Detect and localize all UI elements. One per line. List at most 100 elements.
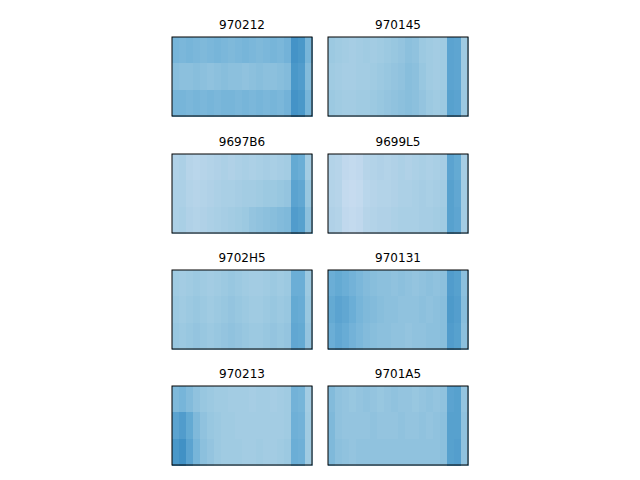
heatmap-cell xyxy=(405,386,413,413)
heatmap-cell xyxy=(461,90,469,117)
heatmap-cell xyxy=(349,180,357,207)
panel-frame xyxy=(172,386,312,465)
heatmap-cell xyxy=(291,296,299,323)
heatmap-cell xyxy=(200,37,208,64)
heatmap-cell xyxy=(384,207,392,234)
heatmap-cell xyxy=(328,386,336,413)
heatmap-cell xyxy=(412,63,420,90)
heatmap-cell xyxy=(186,207,194,234)
heatmap-cell xyxy=(412,154,420,181)
heatmap-cell xyxy=(207,63,215,90)
heatmap-cell xyxy=(412,296,420,323)
heatmap-cell xyxy=(256,386,264,413)
heatmap-cell xyxy=(298,207,306,234)
heatmap-cell xyxy=(242,90,250,117)
heatmap-cell xyxy=(256,180,264,207)
heatmap-cell xyxy=(356,90,364,117)
heatmap-cell xyxy=(384,386,392,413)
heatmap-cell xyxy=(342,180,350,207)
heatmap-cell xyxy=(433,180,441,207)
heatmap-cell xyxy=(179,412,187,439)
heatmap-cell xyxy=(179,296,187,323)
heatmap-cell xyxy=(342,412,350,439)
heatmap-cell xyxy=(419,323,427,350)
heatmap-cell xyxy=(298,180,306,207)
heatmap-cell xyxy=(328,90,336,117)
heatmap-cell xyxy=(405,90,413,117)
heatmap-cell xyxy=(235,63,243,90)
heatmap-cell xyxy=(200,296,208,323)
panel: 9702H5 xyxy=(172,251,313,350)
heatmap-cell xyxy=(440,386,448,413)
heatmap-cell xyxy=(349,63,357,90)
heatmap-cell xyxy=(277,154,285,181)
panel-frame xyxy=(172,37,312,116)
heatmap-cell xyxy=(335,90,343,117)
heatmap-cell xyxy=(391,37,399,64)
heatmap-cells xyxy=(328,154,469,234)
panel-title: 9702H5 xyxy=(218,251,265,265)
heatmap-cell xyxy=(335,180,343,207)
heatmap-cell xyxy=(391,270,399,297)
panel-frame xyxy=(328,270,468,349)
heatmap-cell xyxy=(249,154,257,181)
heatmap-cell xyxy=(298,37,306,64)
heatmap-cell xyxy=(356,412,364,439)
heatmap-cell xyxy=(328,207,336,234)
heatmap-cell xyxy=(342,37,350,64)
panel-frame xyxy=(328,37,468,116)
heatmap-cell xyxy=(235,386,243,413)
heatmap-cell xyxy=(398,386,406,413)
heatmap-cell xyxy=(349,90,357,117)
heatmap-cell xyxy=(284,180,292,207)
heatmap-cell xyxy=(426,412,434,439)
heatmap-cell xyxy=(172,323,180,350)
heatmap-cell xyxy=(221,296,229,323)
heatmap-cell xyxy=(249,37,257,64)
heatmap-cell xyxy=(200,439,208,466)
heatmap-cell xyxy=(291,323,299,350)
heatmap-cell xyxy=(284,154,292,181)
heatmap-cell xyxy=(419,180,427,207)
heatmap-cell xyxy=(391,323,399,350)
heatmap-cell xyxy=(377,154,385,181)
heatmap-cell xyxy=(384,154,392,181)
heatmap-cell xyxy=(270,180,278,207)
heatmap-cell xyxy=(235,296,243,323)
heatmap-cell xyxy=(200,90,208,117)
heatmap-cell xyxy=(419,296,427,323)
heatmap-cell xyxy=(461,37,469,64)
heatmap-cell xyxy=(172,207,180,234)
heatmap-cell xyxy=(277,180,285,207)
heatmap-cell xyxy=(200,180,208,207)
heatmap-cell xyxy=(298,63,306,90)
heatmap-cell xyxy=(454,63,462,90)
heatmap-cell xyxy=(207,180,215,207)
heatmap-cell xyxy=(214,412,222,439)
heatmap-cell xyxy=(342,207,350,234)
heatmap-cell xyxy=(200,386,208,413)
heatmap-cell xyxy=(440,270,448,297)
heatmap-cell xyxy=(405,207,413,234)
panel: 970213 xyxy=(172,367,313,466)
heatmap-cell xyxy=(419,270,427,297)
heatmap-cell xyxy=(356,180,364,207)
heatmap-cell xyxy=(447,37,455,64)
heatmap-cell xyxy=(447,386,455,413)
heatmap-cell xyxy=(426,270,434,297)
heatmap-cell xyxy=(356,386,364,413)
heatmap-cell xyxy=(263,63,271,90)
heatmap-cell xyxy=(228,439,236,466)
heatmap-cell xyxy=(235,180,243,207)
heatmap-cell xyxy=(221,90,229,117)
panel-title: 970212 xyxy=(219,18,265,32)
heatmap-cell xyxy=(214,296,222,323)
heatmap-cell xyxy=(412,37,420,64)
heatmap-cell xyxy=(447,439,455,466)
heatmap-cell xyxy=(186,412,194,439)
heatmap-cell xyxy=(179,439,187,466)
heatmap-cell xyxy=(419,154,427,181)
heatmap-cell xyxy=(433,207,441,234)
heatmap-cell xyxy=(398,63,406,90)
heatmap-cell xyxy=(242,63,250,90)
